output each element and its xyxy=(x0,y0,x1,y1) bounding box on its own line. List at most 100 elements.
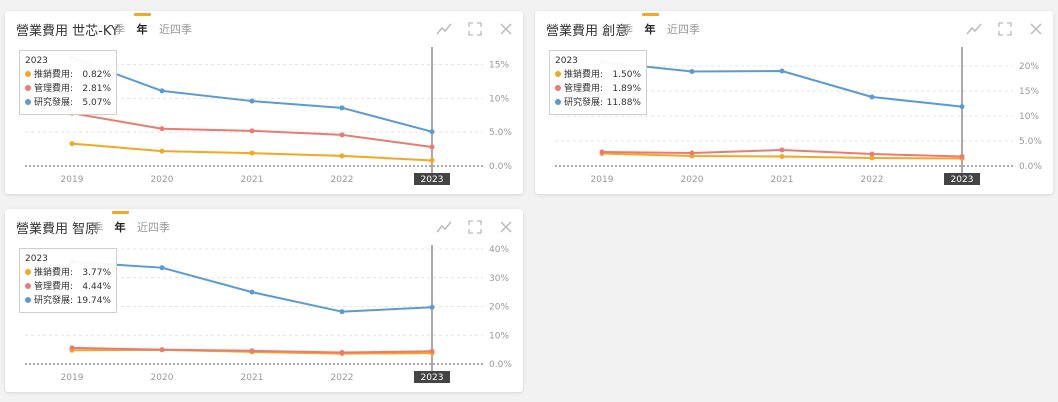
tooltip-row-rd: 研究發展: 5.07% xyxy=(25,96,111,110)
chart-title: 營業費用 創意 xyxy=(546,24,629,39)
data-point xyxy=(249,348,255,354)
tooltip-value: 5.07% xyxy=(82,98,111,108)
tooltip-value: 0.82% xyxy=(82,70,111,80)
series-line xyxy=(71,56,433,133)
period-tabs: 季 年 近四季 xyxy=(114,21,200,37)
data-point xyxy=(249,98,255,104)
data-point xyxy=(159,347,165,353)
tooltip-row-admin: 管理費用: 2.81% xyxy=(25,82,111,96)
legend-dot-icon xyxy=(25,283,31,289)
x-label-highlight xyxy=(414,371,450,383)
tooltip-value: 3.77% xyxy=(82,268,111,278)
y-tick-label: 5.0% xyxy=(489,128,512,138)
tooltip-title: 2023 xyxy=(555,56,578,66)
data-point xyxy=(429,157,435,163)
x-tick-label: 2021 xyxy=(771,175,794,185)
y-tick-label: 15% xyxy=(489,61,509,71)
data-point xyxy=(159,265,165,271)
tooltip-label: 推銷費用: xyxy=(564,70,604,80)
y-tick-label: 20% xyxy=(1019,62,1039,72)
x-tick-label: 2022 xyxy=(861,175,884,185)
tooltip-value: 4.44% xyxy=(82,282,111,292)
line-chart-icon[interactable] xyxy=(435,20,453,38)
x-tick-label: 2020 xyxy=(151,373,174,383)
close-icon[interactable] xyxy=(497,20,515,38)
tab-quarter[interactable]: 季 xyxy=(622,23,633,36)
y-tick-label: 30% xyxy=(489,274,509,284)
y-tick-label: 5.0% xyxy=(1019,137,1042,147)
tooltip-title: 2023 xyxy=(25,56,48,66)
fullscreen-icon[interactable] xyxy=(466,218,484,236)
tooltip-value: 1.50% xyxy=(612,70,641,80)
chart-tooltip: 2023 推銷費用: 1.50% 管理費用: 1.89% 研究發展: 11.88% xyxy=(549,50,647,115)
tooltip-label: 管理費用: xyxy=(34,282,74,292)
x-tick-label: 2023 xyxy=(421,175,444,185)
close-icon[interactable] xyxy=(497,218,515,236)
x-tick-label: 2019 xyxy=(61,175,84,185)
data-point xyxy=(69,345,75,351)
data-point xyxy=(599,149,605,155)
tooltip-title: 2023 xyxy=(25,254,48,264)
data-point xyxy=(159,88,165,94)
chart-title: 營業費用 智原 xyxy=(16,222,99,237)
tooltip-row-marketing: 推銷費用: 3.77% xyxy=(25,266,111,280)
tooltip-row-admin: 管理費用: 4.44% xyxy=(25,280,111,294)
y-tick-label: 10% xyxy=(489,331,509,341)
data-point xyxy=(869,155,875,161)
y-tick-label: 0.0% xyxy=(1019,162,1042,172)
tab-last-four-quarters[interactable]: 近四季 xyxy=(667,23,700,36)
line-chart-icon[interactable] xyxy=(435,218,453,236)
tooltip-label: 研究發展: xyxy=(564,98,604,108)
card-header: 營業費用 世芯-KY 季 年 近四季 xyxy=(5,11,523,45)
y-tick-label: 10% xyxy=(1019,112,1039,122)
tab-year[interactable]: 年 xyxy=(644,23,656,36)
y-tick-label: 40% xyxy=(489,245,509,255)
data-point xyxy=(339,309,345,315)
fullscreen-icon[interactable] xyxy=(996,20,1014,38)
tab-quarter[interactable]: 季 xyxy=(114,23,125,36)
card-actions xyxy=(427,18,515,38)
data-point xyxy=(69,141,75,147)
fullscreen-icon[interactable] xyxy=(466,20,484,38)
chart-card-faraday: 營業費用 智原 季 年 近四季 0.0% 10% 20% 30% 40% 2019 2020… xyxy=(5,209,523,392)
data-point xyxy=(689,150,695,156)
y-tick-label: 10% xyxy=(489,94,509,104)
data-point xyxy=(249,289,255,295)
x-label-highlight xyxy=(414,173,450,185)
tooltip-row-rd: 研究發展: 11.88% xyxy=(555,96,641,110)
tab-last-four-quarters[interactable]: 近四季 xyxy=(137,221,170,234)
x-tick-label: 2022 xyxy=(331,373,354,383)
tab-last-four-quarters[interactable]: 近四季 xyxy=(159,23,192,36)
x-tick-label: 2021 xyxy=(241,175,264,185)
y-tick-label: 20% xyxy=(489,303,509,313)
tooltip-label: 管理費用: xyxy=(34,84,74,94)
tooltip-label: 研究發展: xyxy=(34,98,74,108)
x-tick-label: 2019 xyxy=(591,175,614,185)
y-tick-label: 0.0% xyxy=(489,162,512,172)
legend-dot-icon xyxy=(555,85,561,91)
chart-card-alchip: 營業費用 世芯-KY 季 年 近四季 0.0% 5.0% 10% 15% 2019 202… xyxy=(5,11,523,194)
data-point xyxy=(339,105,345,111)
legend-dot-icon xyxy=(25,269,31,275)
data-point xyxy=(429,304,435,310)
x-label-highlight xyxy=(944,173,980,185)
data-point xyxy=(779,68,785,74)
close-icon[interactable] xyxy=(1027,20,1045,38)
legend-dot-icon xyxy=(25,297,31,303)
data-point xyxy=(779,154,785,159)
tab-year[interactable]: 年 xyxy=(136,23,148,36)
tooltip-value: 1.89% xyxy=(612,84,641,94)
card-header: 營業費用 智原 季 年 近四季 xyxy=(5,209,523,243)
legend-dot-icon xyxy=(555,99,561,105)
data-point xyxy=(689,69,695,74)
line-chart-icon[interactable] xyxy=(965,20,983,38)
data-point xyxy=(429,129,435,135)
tab-quarter[interactable]: 季 xyxy=(92,221,103,234)
period-tabs: 季 年 近四季 xyxy=(622,21,708,37)
x-tick-label: 2022 xyxy=(331,175,354,185)
legend-dot-icon xyxy=(25,85,31,91)
card-actions xyxy=(427,216,515,236)
data-point xyxy=(959,104,965,110)
x-tick-label: 2021 xyxy=(241,373,264,383)
tab-year[interactable]: 年 xyxy=(114,221,126,234)
